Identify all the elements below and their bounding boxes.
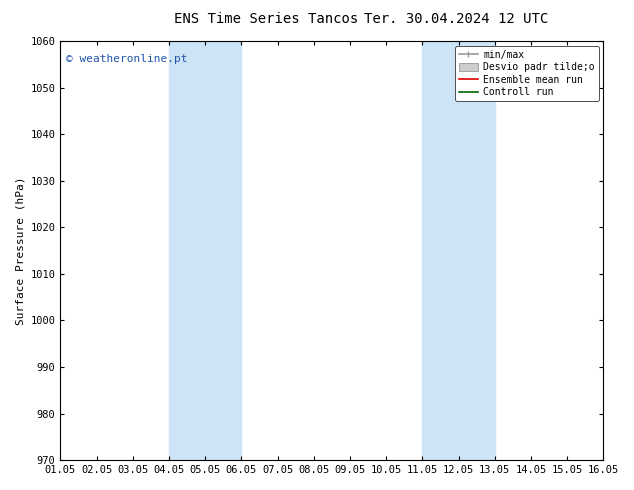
Text: ENS Time Series Tancos: ENS Time Series Tancos <box>174 12 358 26</box>
Text: © weatheronline.pt: © weatheronline.pt <box>66 53 187 64</box>
Text: Ter. 30.04.2024 12 UTC: Ter. 30.04.2024 12 UTC <box>365 12 548 26</box>
Bar <box>422 41 495 460</box>
Bar <box>169 41 242 460</box>
Y-axis label: Surface Pressure (hPa): Surface Pressure (hPa) <box>15 176 25 325</box>
Legend: min/max, Desvio padr tilde;o, Ensemble mean run, Controll run: min/max, Desvio padr tilde;o, Ensemble m… <box>455 46 598 101</box>
